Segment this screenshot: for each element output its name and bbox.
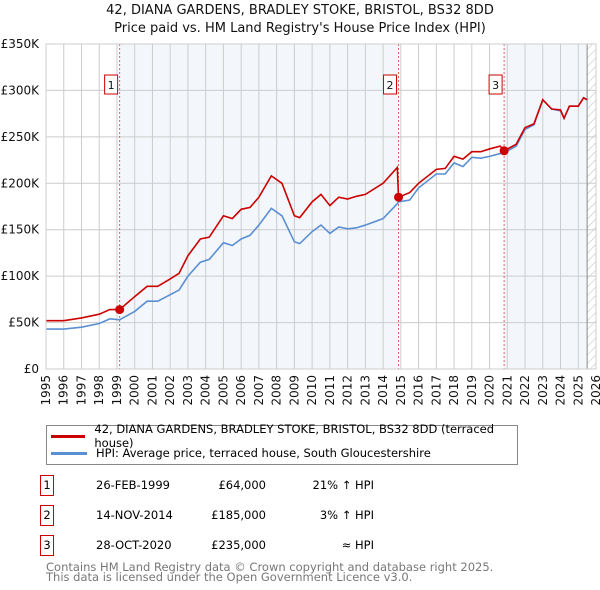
x-tick-label: 2013 (358, 375, 372, 406)
x-tick-label: 2016 (412, 375, 426, 406)
sale-number: 3 (40, 535, 54, 556)
x-tick-label: 2014 (376, 375, 390, 406)
x-tick-label: 1996 (57, 375, 71, 406)
sale-number-box (488, 74, 503, 95)
x-tick-label: 2007 (252, 375, 266, 406)
x-tick-label: 2000 (128, 375, 142, 406)
sale-number-label: 2 (387, 79, 394, 92)
y-tick-label: £250K (1, 130, 41, 144)
forecast-hatch (587, 44, 596, 369)
y-tick-label: £100K (1, 269, 41, 283)
legend-label: HPI: Average price, terraced house, Sout… (96, 446, 431, 460)
sale-date: 26-FEB-1999 (96, 478, 170, 492)
sale-number: 2 (40, 505, 54, 526)
y-tick-label: £50K (8, 316, 40, 330)
x-tick-label: 2025 (571, 375, 585, 406)
legend: 42, DIANA GARDENS, BRADLEY STOKE, BRISTO… (46, 422, 518, 465)
y-tick-label: £350K (1, 37, 41, 51)
x-tick-label: 2010 (305, 375, 319, 406)
legend-swatch-blue (51, 451, 87, 455)
sale-date: 28-OCT-2020 (96, 538, 172, 552)
chart-title: 42, DIANA GARDENS, BRADLEY STOKE, BRISTO… (106, 3, 494, 18)
x-tick-label: 2012 (341, 375, 355, 406)
x-tick-label: 1998 (92, 375, 106, 406)
footer-licence: This data is licensed under the Open Gov… (46, 570, 413, 584)
x-tick-label: 2022 (518, 375, 532, 406)
hpi-line (46, 96, 588, 330)
x-tick-label: 2004 (199, 375, 213, 406)
sale-number-box (104, 74, 119, 95)
sale-hpi-comparison: 21% ↑ HPI (312, 478, 374, 492)
x-tick-label: 2017 (429, 375, 443, 406)
legend-item-hpi: HPI: Average price, terraced house, Sout… (51, 445, 431, 461)
y-tick-label: £0 (24, 362, 39, 376)
x-tick-label: 2002 (163, 375, 177, 406)
sale-number-label: 3 (492, 79, 499, 92)
chart-subtitle: Price paid vs. HM Land Registry's House … (114, 21, 486, 36)
x-tick-label: 2024 (554, 375, 568, 406)
sale-point (499, 146, 509, 156)
y-tick-label: £150K (1, 223, 41, 237)
sale-hpi-comparison: 3% ↑ HPI (319, 508, 374, 522)
x-tick-label: 2023 (536, 375, 550, 406)
sale-number-label: 1 (108, 79, 115, 92)
legend-item-property: 42, DIANA GARDENS, BRADLEY STOKE, BRISTO… (51, 422, 517, 450)
x-tick-label: 2008 (270, 375, 284, 406)
plot-frame (45, 43, 597, 370)
sale-row: 2 14-NOV-2014 £185,000 3% ↑ HPI (40, 505, 380, 527)
x-tick-label: 2015 (394, 375, 408, 406)
x-tick-label: 1999 (110, 375, 124, 406)
y-tick-label: £200K (1, 176, 41, 190)
plot-area: 1995 1996 1997 1998 1999 2000 2001 2002 2003 2004… (1, 37, 600, 406)
y-tick-label: £300K (1, 83, 41, 97)
legend-swatch-red (51, 434, 86, 438)
x-tick-label: 1995 (39, 375, 53, 406)
x-tick-label: 2021 (500, 375, 514, 406)
price-paid-line (46, 96, 588, 322)
x-tick-label: 2019 (465, 375, 479, 406)
shaded-period-3 (504, 44, 588, 369)
sale-price: £235,000 (211, 538, 266, 552)
x-tick-label: 2020 (483, 375, 497, 406)
sale-hpi-comparison: ≈ HPI (341, 538, 374, 552)
sale-number-box (383, 74, 398, 95)
footer-copyright: Contains HM Land Registry data © Crown c… (46, 560, 494, 574)
sale-date: 14-NOV-2014 (96, 508, 173, 522)
x-tick-label: 2001 (145, 375, 159, 406)
x-tick-label: 2009 (287, 375, 301, 406)
sale-point (394, 192, 404, 202)
sale-row: 1 26-FEB-1999 £64,000 21% ↑ HPI (40, 475, 380, 497)
sale-row: 3 28-OCT-2020 £235,000 ≈ HPI (40, 535, 380, 557)
sale-number: 1 (40, 475, 54, 496)
x-tick-label: 2005 (216, 375, 230, 406)
legend-label: 42, DIANA GARDENS, BRADLEY STOKE, BRISTO… (94, 422, 495, 450)
x-tick-label: 2006 (234, 375, 248, 406)
sale-price: £64,000 (218, 478, 266, 492)
x-tick-label: 2026 (589, 375, 600, 406)
sale-point (115, 305, 125, 315)
sale-price: £185,000 (211, 508, 266, 522)
x-tick-label: 2011 (323, 375, 337, 406)
x-tick-label: 2003 (181, 375, 195, 406)
x-tick-label: 2018 (447, 375, 461, 406)
x-tick-label: 1997 (74, 375, 88, 406)
